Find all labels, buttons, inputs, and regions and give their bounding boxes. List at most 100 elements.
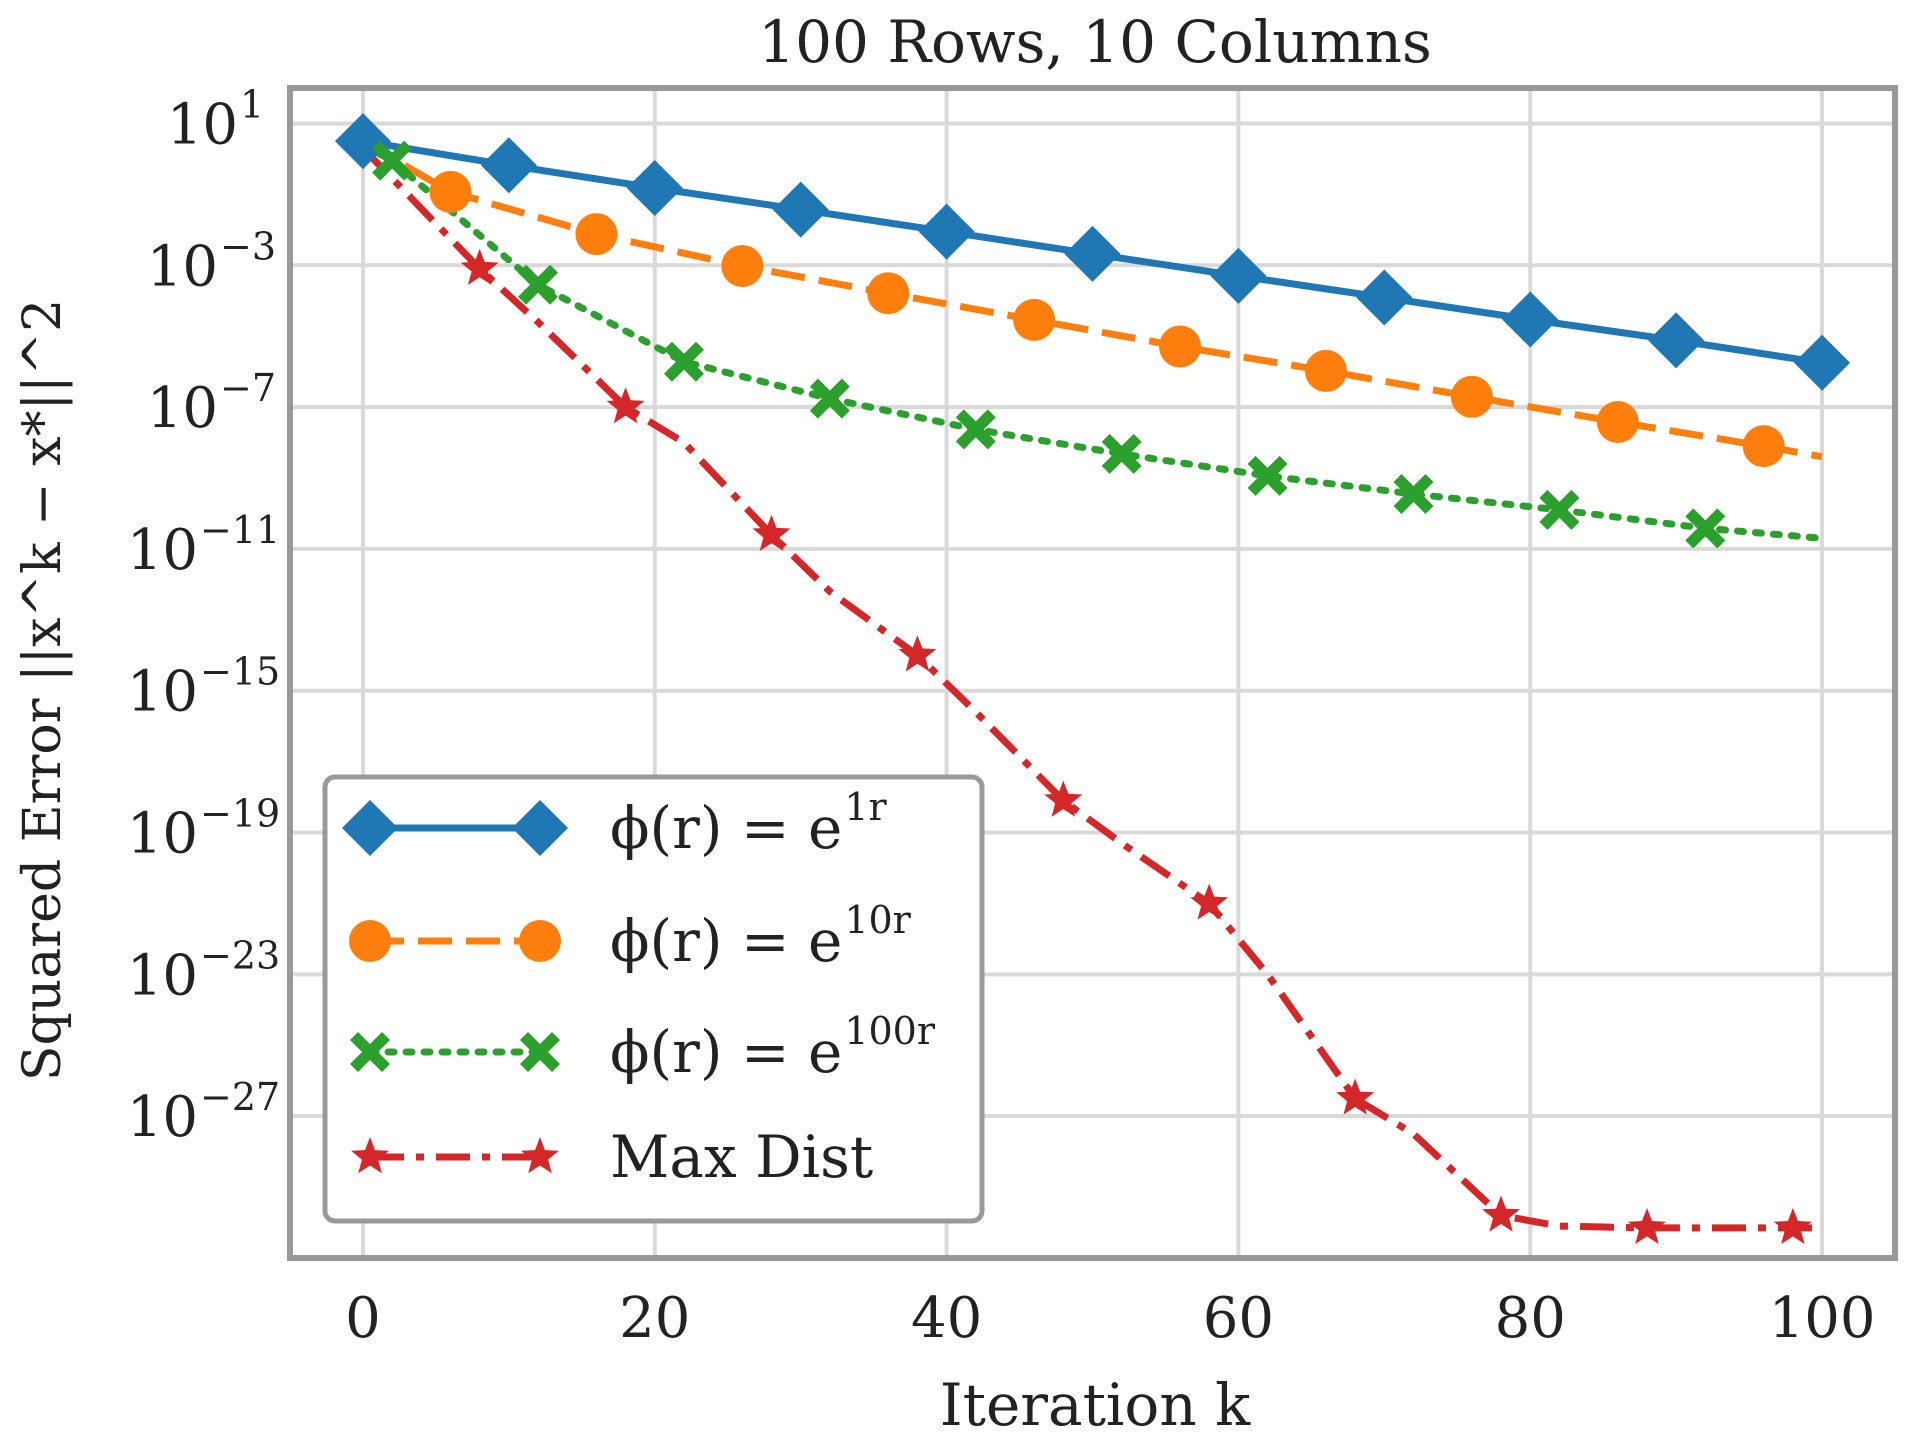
- star-marker: [351, 1137, 389, 1174]
- legend-label: ϕ(r) = e: [610, 794, 842, 862]
- x-marker: [1247, 455, 1288, 496]
- y-tick-exponent: −7: [220, 366, 276, 410]
- legend-label: Max Dist: [610, 1123, 873, 1191]
- diamond-marker: [1356, 269, 1413, 326]
- diamond-marker: [772, 181, 829, 238]
- y-tick-label: 10 −19: [127, 792, 280, 867]
- legend-entry: Max Dist: [351, 1123, 873, 1191]
- y-tick-label: 10 −15: [127, 650, 280, 725]
- diamond-marker: [480, 137, 537, 194]
- y-tick-exponent: −11: [200, 508, 280, 552]
- chart-title: 100 Rows, 10 Columns: [758, 8, 1432, 76]
- y-tick-exponent: −3: [220, 224, 276, 268]
- x-tick-label: 60: [1203, 1286, 1274, 1351]
- x-marker: [1101, 433, 1142, 474]
- circle-marker: [1159, 325, 1202, 368]
- x-marker: [663, 341, 704, 382]
- diamond-marker: [512, 800, 568, 856]
- y-tick-label: 10 −7: [147, 366, 276, 441]
- legend-label-exponent: 10r: [844, 898, 911, 942]
- y-tick-label: 10 −27: [127, 1075, 280, 1150]
- circle-marker: [1304, 349, 1347, 392]
- y-tick-base: 10: [147, 234, 218, 299]
- circle-marker: [519, 920, 561, 962]
- star-marker: [1044, 780, 1083, 817]
- legend-entry: ϕ(r) = e 1r: [342, 785, 887, 862]
- x-marker: [955, 409, 996, 450]
- y-tick-base: 10: [127, 1085, 198, 1150]
- y-tick-label: 10 1: [167, 82, 264, 157]
- y-tick-base: 10: [127, 943, 198, 1008]
- x-tick-labels: 0 20 40 60 80 100: [345, 1286, 1875, 1351]
- legend-entry: ϕ(r) = e 10r: [349, 898, 912, 975]
- legend-label: ϕ(r) = e: [610, 1018, 842, 1086]
- x-marker: [1393, 473, 1434, 514]
- x-marker: [518, 264, 559, 305]
- x-tick-label: 0: [345, 1286, 381, 1351]
- star-marker: [1627, 1207, 1666, 1244]
- circle-marker: [721, 244, 764, 287]
- circle-marker: [867, 272, 910, 315]
- circle-marker: [349, 920, 391, 962]
- x-marker: [520, 1032, 560, 1072]
- circle-marker: [429, 170, 472, 213]
- y-tick-exponent: 1: [240, 82, 264, 126]
- star-marker: [752, 514, 791, 551]
- legend-label-exponent: 1r: [844, 785, 887, 829]
- diamond-marker: [342, 800, 398, 856]
- x-marker: [809, 378, 850, 419]
- diamond-marker: [1210, 247, 1267, 304]
- star-marker: [898, 635, 937, 672]
- star-marker: [1336, 1078, 1375, 1115]
- y-axis-label: Squared Error ||x^k − x*||^2: [13, 299, 73, 1081]
- diamond-marker: [1794, 334, 1851, 391]
- x-marker: [1539, 489, 1580, 530]
- y-tick-base: 10: [127, 518, 198, 583]
- x-marker: [350, 1032, 390, 1072]
- diamond-marker: [918, 203, 975, 260]
- star-marker: [460, 248, 499, 285]
- y-tick-label: 10 −3: [147, 224, 276, 299]
- x-axis-label: Iteration k: [940, 1371, 1251, 1439]
- y-tick-label: 10 −11: [127, 508, 280, 583]
- circle-marker: [575, 213, 618, 256]
- diamond-marker: [1064, 225, 1121, 282]
- star-marker: [606, 387, 645, 424]
- x-marker: [1685, 508, 1726, 549]
- plot-frame: [287, 85, 1898, 1261]
- series-line: [359, 141, 1826, 542]
- legend-label: ϕ(r) = e: [610, 907, 842, 975]
- legend-box: [322, 774, 985, 1224]
- y-tick-base: 10: [167, 92, 238, 157]
- y-tick-exponent: −15: [200, 650, 280, 694]
- diamond-marker: [626, 159, 683, 216]
- diamond-marker: [1502, 291, 1559, 348]
- x-tick-label: 80: [1495, 1286, 1566, 1351]
- star-marker: [1482, 1195, 1521, 1232]
- star-marker: [1773, 1207, 1812, 1244]
- star-marker: [1190, 883, 1229, 920]
- circle-marker: [1742, 425, 1785, 468]
- y-tick-exponent: −19: [200, 792, 280, 836]
- x-tick-label: 20: [619, 1286, 690, 1351]
- circle-marker: [1596, 400, 1639, 443]
- series-markers: [334, 113, 1851, 1244]
- y-tick-base: 10: [127, 802, 198, 867]
- series-line: [361, 138, 1823, 461]
- legend-label-exponent: 100r: [844, 1009, 936, 1053]
- y-tick-exponent: −27: [200, 1075, 280, 1119]
- circle-marker: [1013, 298, 1056, 341]
- y-tick-base: 10: [147, 376, 218, 441]
- diamond-marker: [1648, 312, 1705, 369]
- star-marker: [521, 1137, 559, 1174]
- x-tick-label: 100: [1769, 1286, 1876, 1351]
- x-marker: [372, 140, 413, 181]
- diamond-marker: [334, 113, 391, 170]
- y-tick-exponent: −23: [200, 933, 280, 977]
- y-tick-label: 10 −23: [127, 933, 280, 1008]
- x-tick-label: 40: [911, 1286, 982, 1351]
- y-tick-base: 10: [127, 660, 198, 725]
